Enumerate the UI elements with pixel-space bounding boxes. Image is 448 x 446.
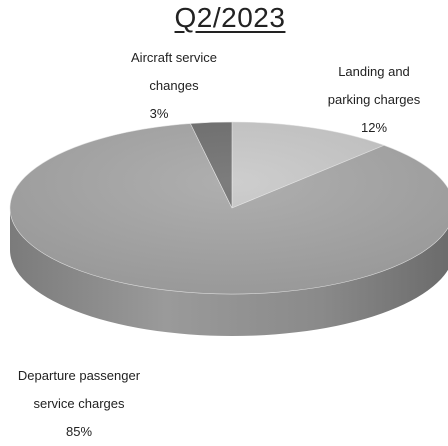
departure-label-line1: Departure passenger: [17, 368, 141, 383]
departure-label-pct: 85%: [65, 424, 93, 439]
landing-label-line2: parking charges: [327, 92, 421, 107]
aircraft-label-pct: 3%: [149, 106, 169, 121]
pie-top-shading: [10, 122, 448, 294]
chart-title: Q2/2023: [174, 2, 286, 33]
departure-label-line2: service charges: [33, 396, 125, 411]
slice-label-aircraft: Aircraft service changes 3%: [104, 44, 244, 128]
slice-label-landing: Landing and parking charges 12%: [306, 58, 442, 142]
aircraft-label-line2: changes: [149, 78, 199, 93]
landing-label-line1: Landing and: [338, 64, 410, 79]
slice-label-departure: Departure passenger service charges 85%: [4, 362, 154, 446]
landing-label-pct: 12%: [360, 120, 388, 135]
aircraft-label-line1: Aircraft service: [131, 50, 217, 65]
pie-side-wall: [10, 208, 448, 336]
